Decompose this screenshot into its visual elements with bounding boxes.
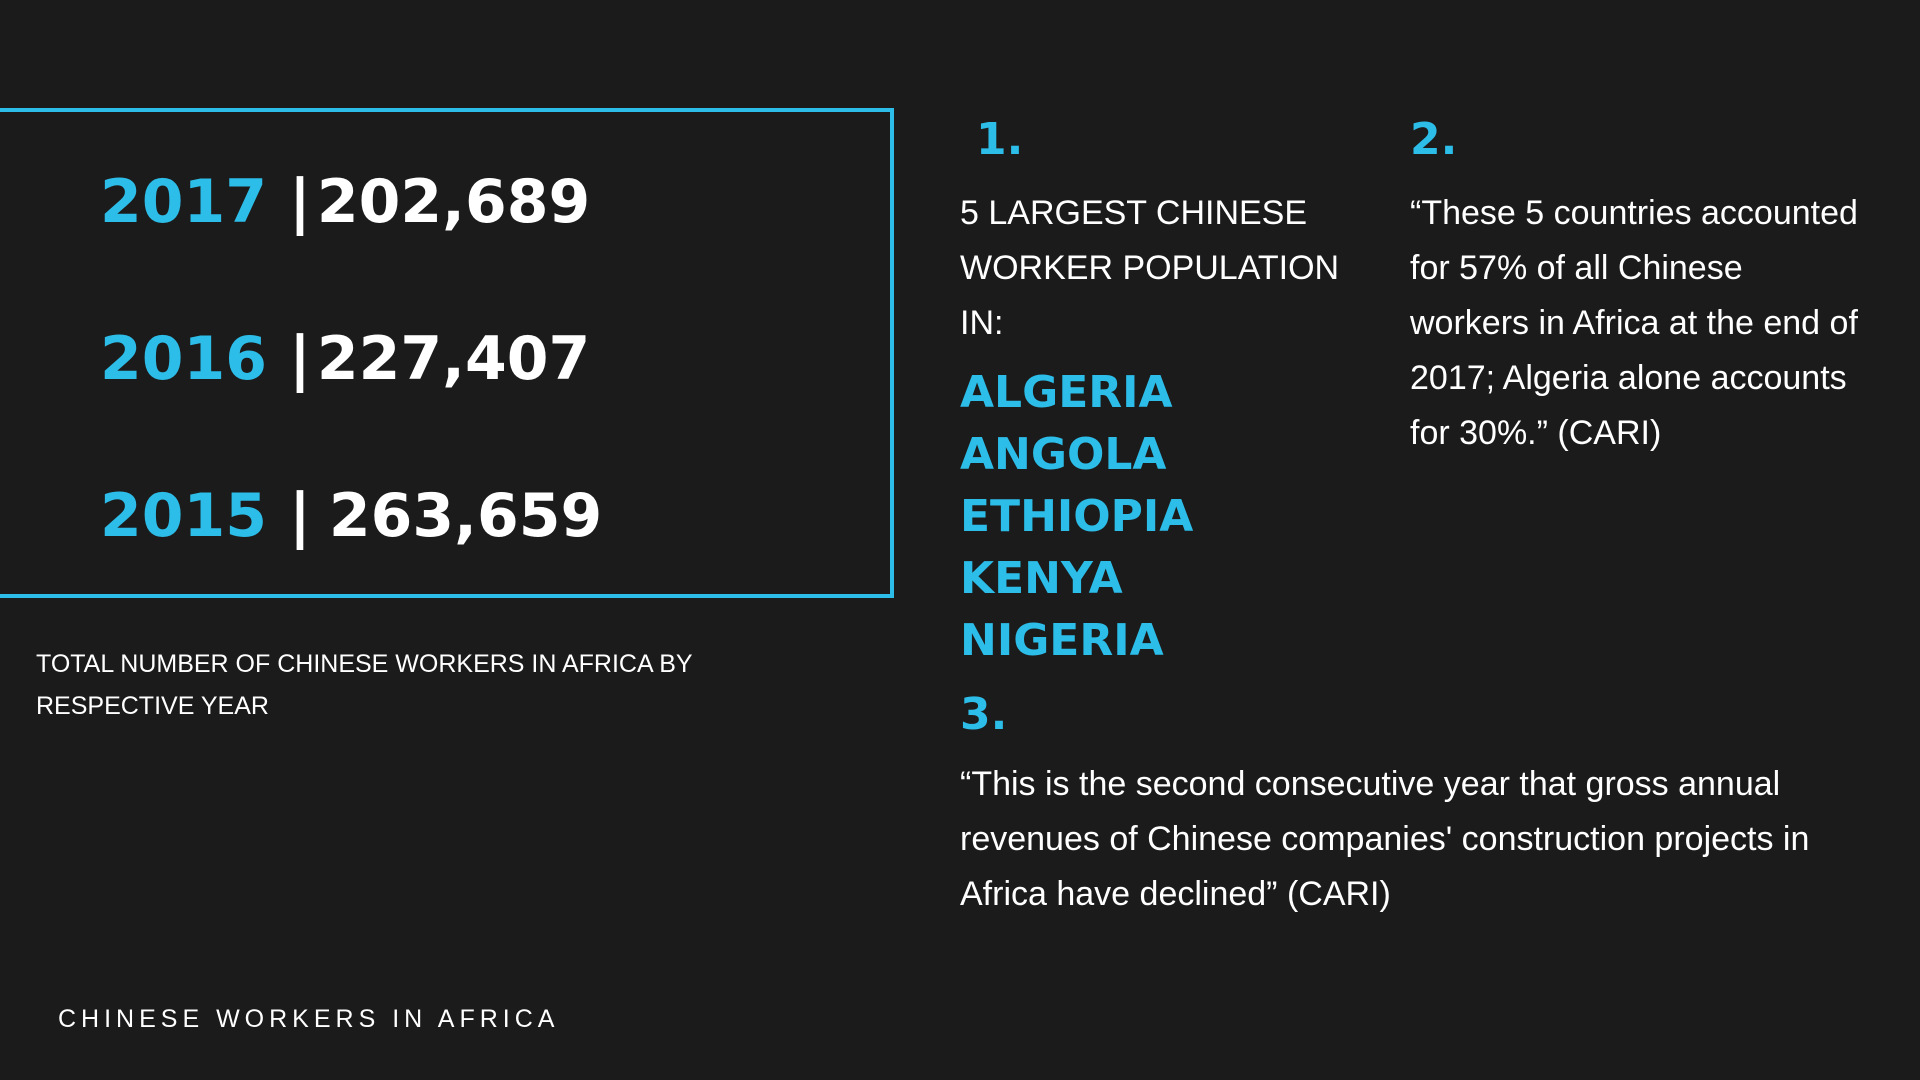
list-item: NIGERIA	[960, 615, 1164, 666]
section-1-heading: 5 LARGEST CHINESE WORKER POPULATION IN:	[960, 194, 1340, 342]
stat-row-2017: 2017 | 202,689	[100, 172, 590, 232]
list-item: KENYA	[960, 553, 1123, 604]
stat-separator: |	[289, 324, 311, 394]
stats-caption: TOTAL NUMBER OF CHINESE WORKERS IN AFRIC…	[36, 650, 693, 720]
section-2-number: 2.	[1410, 114, 1458, 165]
stats-box: 2017 | 202,689 2016 | 227,407 2015 | 263…	[0, 108, 894, 598]
stat-year: 2017	[100, 167, 267, 237]
stat-value: 263,659	[328, 481, 603, 551]
country-list: ALGERIA ANGOLA ETHIOPIA KENYA NIGERIA	[960, 362, 1193, 672]
stat-year: 2016	[100, 324, 267, 394]
section-3-number: 3.	[960, 689, 1008, 740]
stat-year: 2015	[100, 481, 267, 551]
stat-separator: |	[289, 481, 311, 551]
section-1-number: 1.	[976, 114, 1024, 165]
footer-title: CHINESE WORKERS IN AFRICA	[58, 1005, 560, 1033]
stat-value: 227,407	[316, 324, 591, 394]
section-2-quote: “These 5 countries accounted for 57% of …	[1410, 194, 1858, 452]
stat-row-2016: 2016 | 227,407	[100, 329, 590, 389]
stat-value: 202,689	[316, 167, 591, 237]
list-item: ETHIOPIA	[960, 491, 1194, 542]
list-item: ANGOLA	[960, 429, 1167, 480]
stat-row-2015: 2015 | 263,659	[100, 486, 602, 546]
section-3-quote: “This is the second consecutive year tha…	[960, 765, 1810, 913]
stat-separator: |	[289, 167, 311, 237]
list-item: ALGERIA	[960, 367, 1173, 418]
